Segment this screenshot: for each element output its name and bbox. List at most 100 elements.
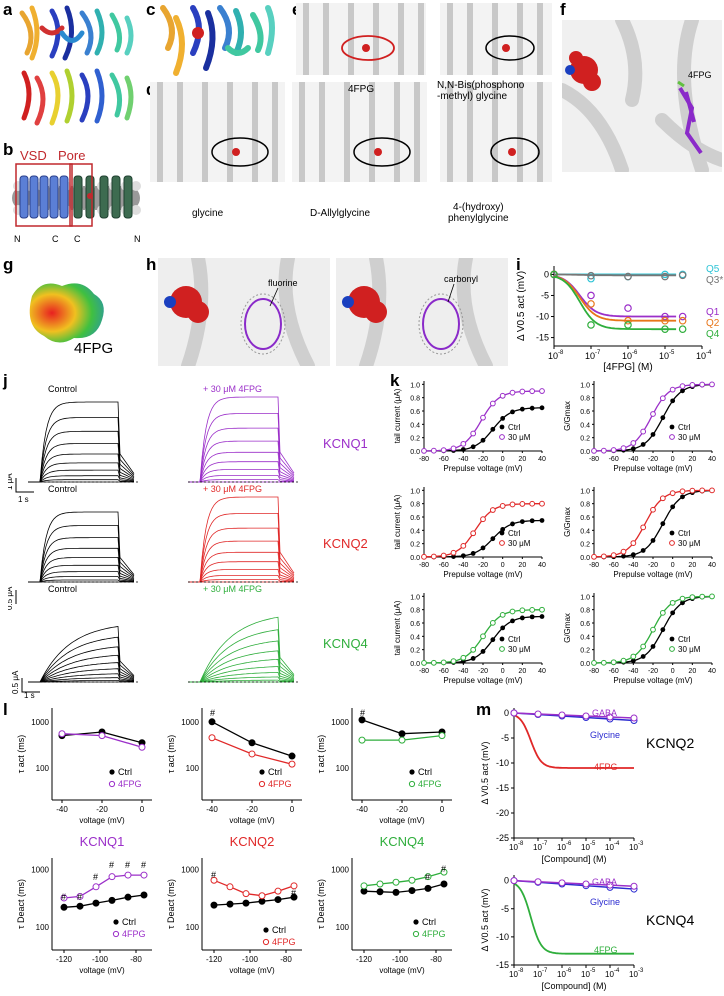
- data-point-k: [600, 659, 607, 666]
- x-axis-label-l: voltage (mV): [79, 966, 125, 975]
- trace: [28, 680, 135, 683]
- label-glycine: glycine: [192, 208, 224, 219]
- data-point-k: [650, 626, 656, 633]
- trace: [28, 525, 135, 583]
- trace: [188, 676, 295, 683]
- data-point-k: [510, 409, 515, 415]
- channel-label-l: KCNQ1: [80, 834, 125, 849]
- x-axis-label-l: voltage (mV): [229, 816, 275, 825]
- data-point-l: [376, 888, 384, 896]
- trace: [188, 679, 295, 683]
- data-point-k: [490, 637, 496, 643]
- x-tick-label-m: 10: [581, 843, 590, 852]
- scale-y-2: 0.5 μA: [8, 586, 14, 610]
- x-tick-label-l: -120: [56, 955, 73, 964]
- data-point-l: [226, 900, 234, 908]
- y-tick-label-l: 100: [36, 764, 50, 773]
- structure-4fpg: [296, 3, 426, 75]
- x-tick-label-l: -80: [280, 955, 292, 964]
- trace: [28, 677, 135, 683]
- data-point-l: [258, 892, 266, 900]
- y-tick-label-m: 0: [504, 708, 509, 718]
- x-tick-label-k: 40: [708, 668, 716, 675]
- y-axis-label-k: tail current (μA): [393, 600, 402, 655]
- fit-curve-k: [424, 407, 543, 452]
- x-tick-label-m: 10: [581, 970, 590, 979]
- panel-letter-l: l: [3, 700, 8, 719]
- data-point-Q3*: [678, 271, 687, 280]
- data-point-k: [630, 440, 637, 446]
- x-tick-exp-m: -8: [518, 841, 524, 847]
- data-point-Q1: [624, 304, 632, 312]
- data-point-k: [480, 545, 486, 551]
- control-label: Control: [48, 484, 77, 494]
- y-tick-label-k: 0.4: [580, 422, 590, 429]
- legend-ctrl-k: Ctrl: [508, 529, 521, 538]
- x-tick-label-k: 20: [518, 668, 526, 675]
- x-tick-label-k: 40: [538, 562, 546, 569]
- legend-gaba: GABA: [592, 877, 617, 887]
- y-tick-label-l: 100: [36, 923, 50, 932]
- data-point-k: [500, 527, 506, 532]
- data-point-k: [499, 392, 506, 399]
- significance-mark: #: [109, 860, 114, 870]
- y-tick-label-l: 100: [336, 923, 350, 932]
- legend-marker-l: [112, 930, 120, 938]
- legend-ctrl-k: Ctrl: [678, 635, 691, 644]
- x-tick-label-m: 10: [557, 843, 566, 852]
- y-tick-label-k: 0.6: [580, 621, 590, 628]
- significance-mark: #: [425, 872, 430, 882]
- y-tick-label-m: -10: [496, 932, 509, 942]
- legend-drug-k: 30 μM: [508, 645, 531, 654]
- y-tick-label-m: -20: [496, 808, 509, 818]
- x-tick-label-m: 10: [533, 970, 542, 979]
- legend-marker-l: [408, 780, 416, 788]
- data-point-k: [669, 386, 676, 393]
- trace: [188, 396, 295, 483]
- data-point-l: [274, 887, 282, 895]
- x-tick-label-k: -40: [628, 562, 638, 569]
- data-point-Q4: [678, 325, 687, 333]
- x-tick-label-k: 20: [688, 668, 696, 675]
- x-tick-label-k: 20: [518, 456, 526, 463]
- structure-bisphosphonomethyl: [440, 3, 552, 75]
- data-point-k: [689, 594, 696, 601]
- data-point-k: [430, 553, 437, 560]
- data-point-k: [489, 619, 496, 626]
- x-tick-label-m: 10: [605, 970, 614, 979]
- label-4fpg-e: 4FPG: [348, 84, 375, 95]
- x-tick-exp-m: -5: [590, 968, 596, 974]
- channel-schematic-b: VSD Pore N C C N: [12, 150, 141, 244]
- data-point-Q3*: [624, 272, 632, 281]
- x-axis-label-k: Prepulse voltage (mV): [443, 570, 522, 579]
- scale-bar-1: [15, 478, 34, 493]
- legend-ctrl-k: Ctrl: [508, 635, 521, 644]
- x-tick-label-l: -20: [246, 805, 258, 814]
- fit-curve-m: [513, 879, 635, 887]
- y-tick-label-m: -5: [501, 904, 509, 914]
- data-point-k: [470, 646, 477, 653]
- x-tick-label-m: 10: [509, 970, 518, 979]
- x-tick-label-l: -80: [430, 955, 442, 964]
- x-tick-exp-i: -7: [595, 350, 601, 356]
- y-tick-label-m: -25: [496, 833, 509, 843]
- y-tick-label-m: -5: [501, 733, 509, 743]
- legend-glycine: Glycine: [590, 730, 620, 740]
- data-point-l: [440, 880, 448, 888]
- x-tick-label-l: -20: [396, 805, 408, 814]
- y-tick-label-k: 0.0: [410, 555, 420, 562]
- data-point-k: [519, 519, 525, 524]
- y-tick-label-k: 0.8: [410, 608, 420, 615]
- significance-mark: #: [61, 892, 66, 902]
- legend-Q3*: Q3*: [706, 275, 723, 286]
- x-tick-label-l: -40: [56, 805, 68, 814]
- data-point-k: [500, 415, 506, 421]
- data-point-k: [709, 381, 715, 388]
- data-point-Q4: [550, 270, 558, 279]
- data-point-k: [640, 654, 646, 659]
- significance-mark: #: [77, 892, 82, 902]
- x-tick-label-l: -80: [130, 955, 142, 964]
- panel-letter-k: k: [390, 371, 400, 390]
- data-point-k: [499, 503, 506, 509]
- y-axis-label-l: τ act (ms): [166, 735, 176, 774]
